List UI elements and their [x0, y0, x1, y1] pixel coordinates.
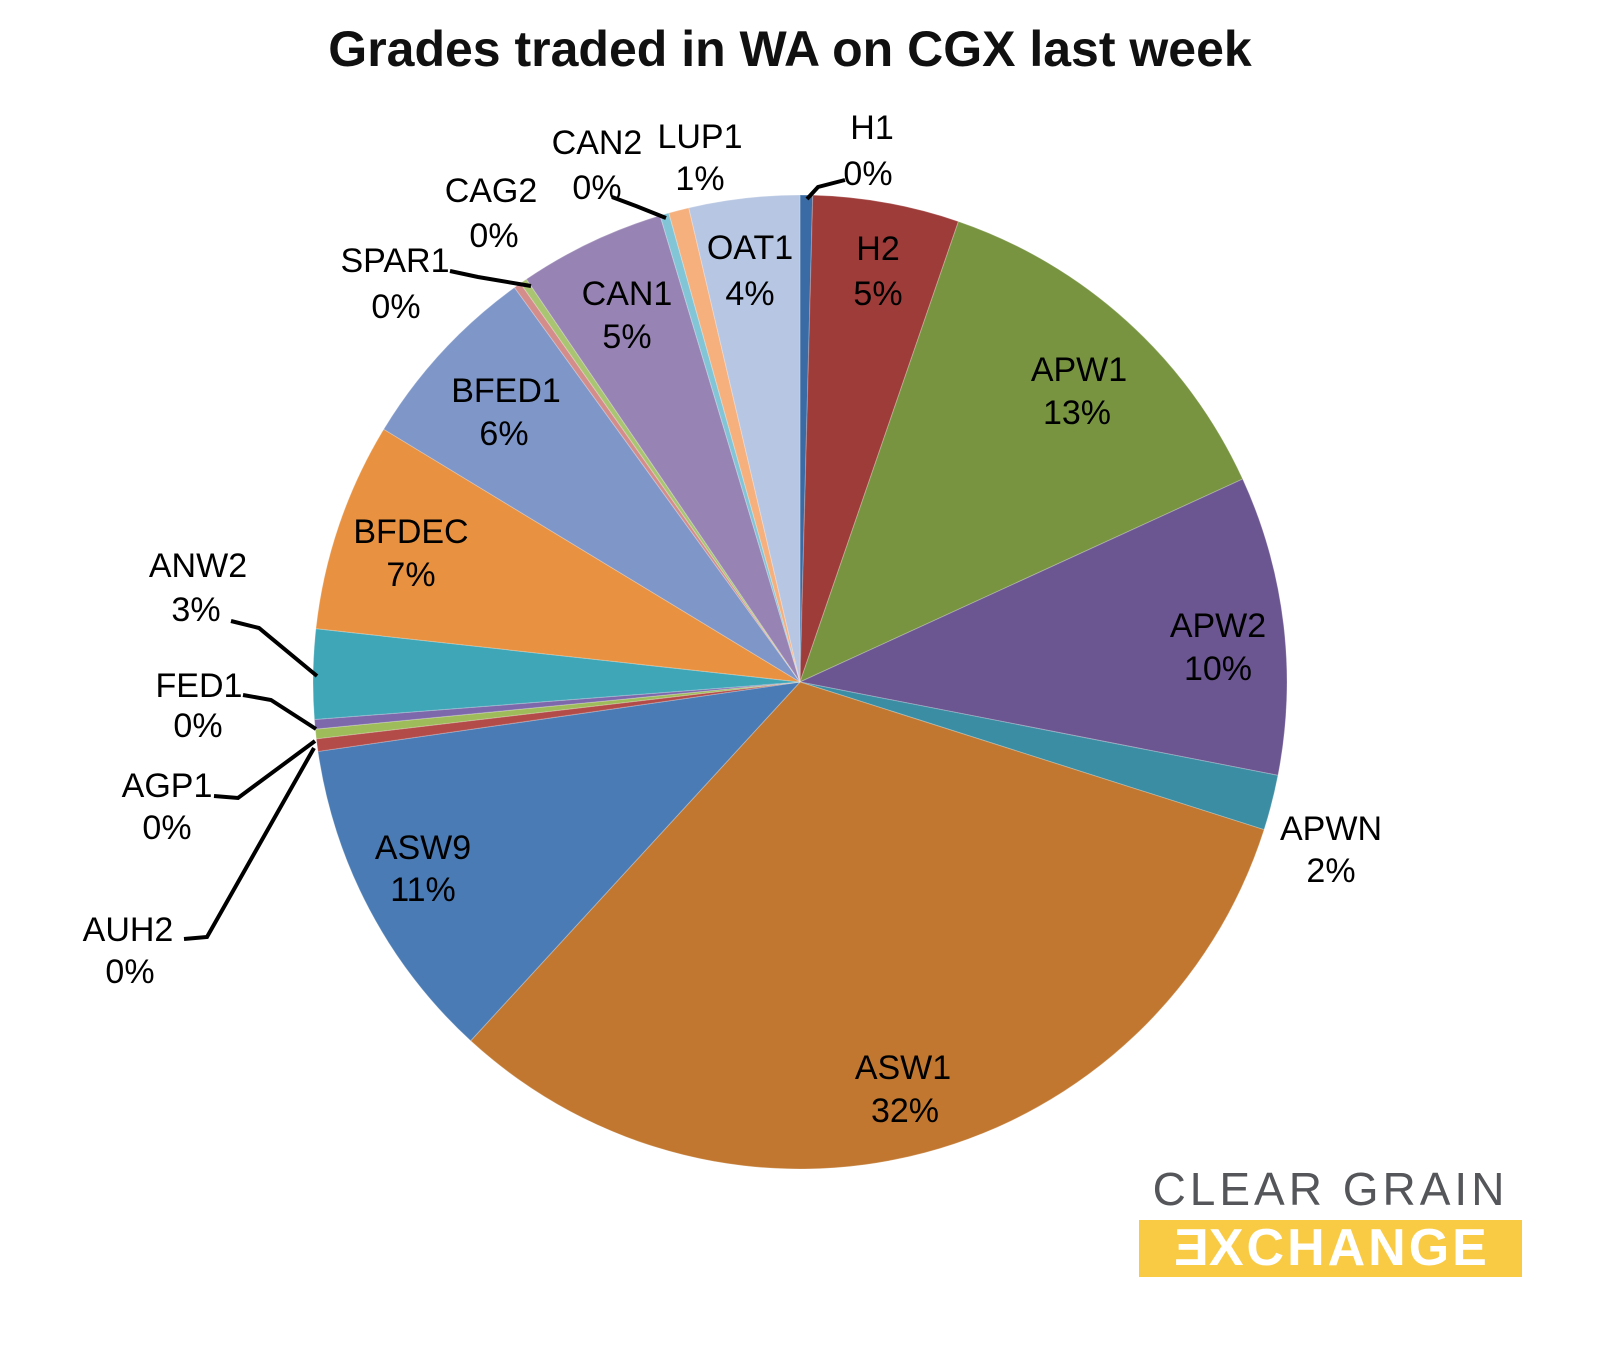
logo-clear-grain-text: CLEAR GRAIN — [1152, 1163, 1509, 1215]
slice-label-lup1: LUP1 — [657, 118, 742, 156]
slice-pct-bfed1: 6% — [479, 415, 528, 453]
slice-pct-h1: 0% — [843, 155, 892, 193]
slice-label-apw2: APW2 — [1170, 607, 1266, 645]
slice-label-bfed1: BFED1 — [451, 372, 561, 410]
slice-pct-lup1: 1% — [675, 160, 724, 198]
pie-slice-bfdec — [315, 428, 801, 683]
pie-slice-bfed1 — [383, 286, 801, 683]
slice-label-bfdec: BFDEC — [353, 513, 468, 551]
pie-slice-oat1 — [688, 194, 801, 683]
slice-pct-anw2: 3% — [171, 591, 220, 629]
leader-line-fed1 — [242, 693, 318, 731]
slice-labels: H1 0% H2 5% APW1 13% APW2 10% APWN 2% ASW1 32% ASW9 1… — [83, 109, 1382, 1130]
slice-pct-apw2: 10% — [1184, 650, 1252, 688]
slice-pct-asw9: 11% — [390, 871, 456, 909]
leader-line-h1 — [805, 178, 846, 201]
slice-label-h1: H1 — [850, 109, 893, 147]
leader-line-anw2 — [230, 619, 319, 678]
slice-pct-spar1: 0% — [371, 288, 420, 326]
slice-label-spar1: SPAR1 — [341, 242, 450, 280]
slice-label-can1: CAN1 — [582, 275, 673, 313]
slice-label-apw1: APW1 — [1031, 351, 1127, 389]
slice-pct-h2: 5% — [853, 275, 902, 313]
chart-title: Grades traded in WA on CGX last week — [328, 21, 1252, 77]
slice-pct-apw1: 13% — [1043, 394, 1111, 432]
slice-pct-agp1: 0% — [142, 809, 191, 847]
slice-pct-cag2: 0% — [469, 217, 518, 255]
slice-pct-asw1: 32% — [871, 1092, 939, 1130]
slice-label-oat1: OAT1 — [707, 229, 793, 267]
slice-label-anw2: ANW2 — [149, 547, 247, 585]
slice-label-asw9: ASW9 — [375, 829, 471, 867]
pie-slice-lup1 — [668, 207, 801, 683]
logo-exchange-first-letter: E — [1171, 1219, 1209, 1278]
slice-pct-fed1: 0% — [173, 707, 222, 745]
slice-pct-can2: 0% — [572, 169, 621, 207]
pie-slices — [312, 194, 1288, 1170]
slice-label-h2: H2 — [856, 230, 899, 268]
slice-label-apwn: APWN — [1280, 810, 1382, 848]
pie-slice-apwn — [799, 681, 1279, 831]
pie-slice-h2 — [799, 194, 960, 683]
pie-slice-asw1 — [469, 681, 1265, 1170]
logo-exchange-rest: XCHANGE — [1208, 1219, 1490, 1278]
slice-pct-can1: 5% — [602, 318, 651, 356]
slice-pct-oat1: 4% — [725, 275, 774, 313]
leader-line-can2 — [611, 195, 667, 220]
leader-line-agp1 — [213, 739, 317, 801]
pie-slice-auh2 — [315, 681, 801, 753]
cgx-logo: CLEAR GRAIN E XCHANGE — [1139, 1164, 1522, 1277]
slice-label-auh2: AUH2 — [83, 911, 174, 949]
slice-label-asw1: ASW1 — [855, 1049, 951, 1087]
pie-slice-apw1 — [799, 220, 1244, 683]
leader-line-spar1 — [449, 269, 532, 288]
logo-exchange-bar: E XCHANGE — [1139, 1219, 1522, 1278]
slice-label-can2: CAN2 — [552, 124, 643, 162]
pie-slice-apw2 — [798, 478, 1288, 776]
slice-pct-apwn: 2% — [1306, 852, 1355, 890]
pie-slice-asw9 — [317, 681, 802, 1042]
slice-label-cag2: CAG2 — [445, 172, 538, 210]
leader-lines — [183, 178, 846, 941]
leader-line-auh2 — [183, 747, 316, 941]
slice-label-agp1: AGP1 — [122, 767, 213, 805]
slice-label-fed1: FED1 — [156, 667, 243, 705]
slice-pct-bfdec: 7% — [386, 556, 435, 594]
slice-pct-auh2: 0% — [105, 953, 154, 991]
